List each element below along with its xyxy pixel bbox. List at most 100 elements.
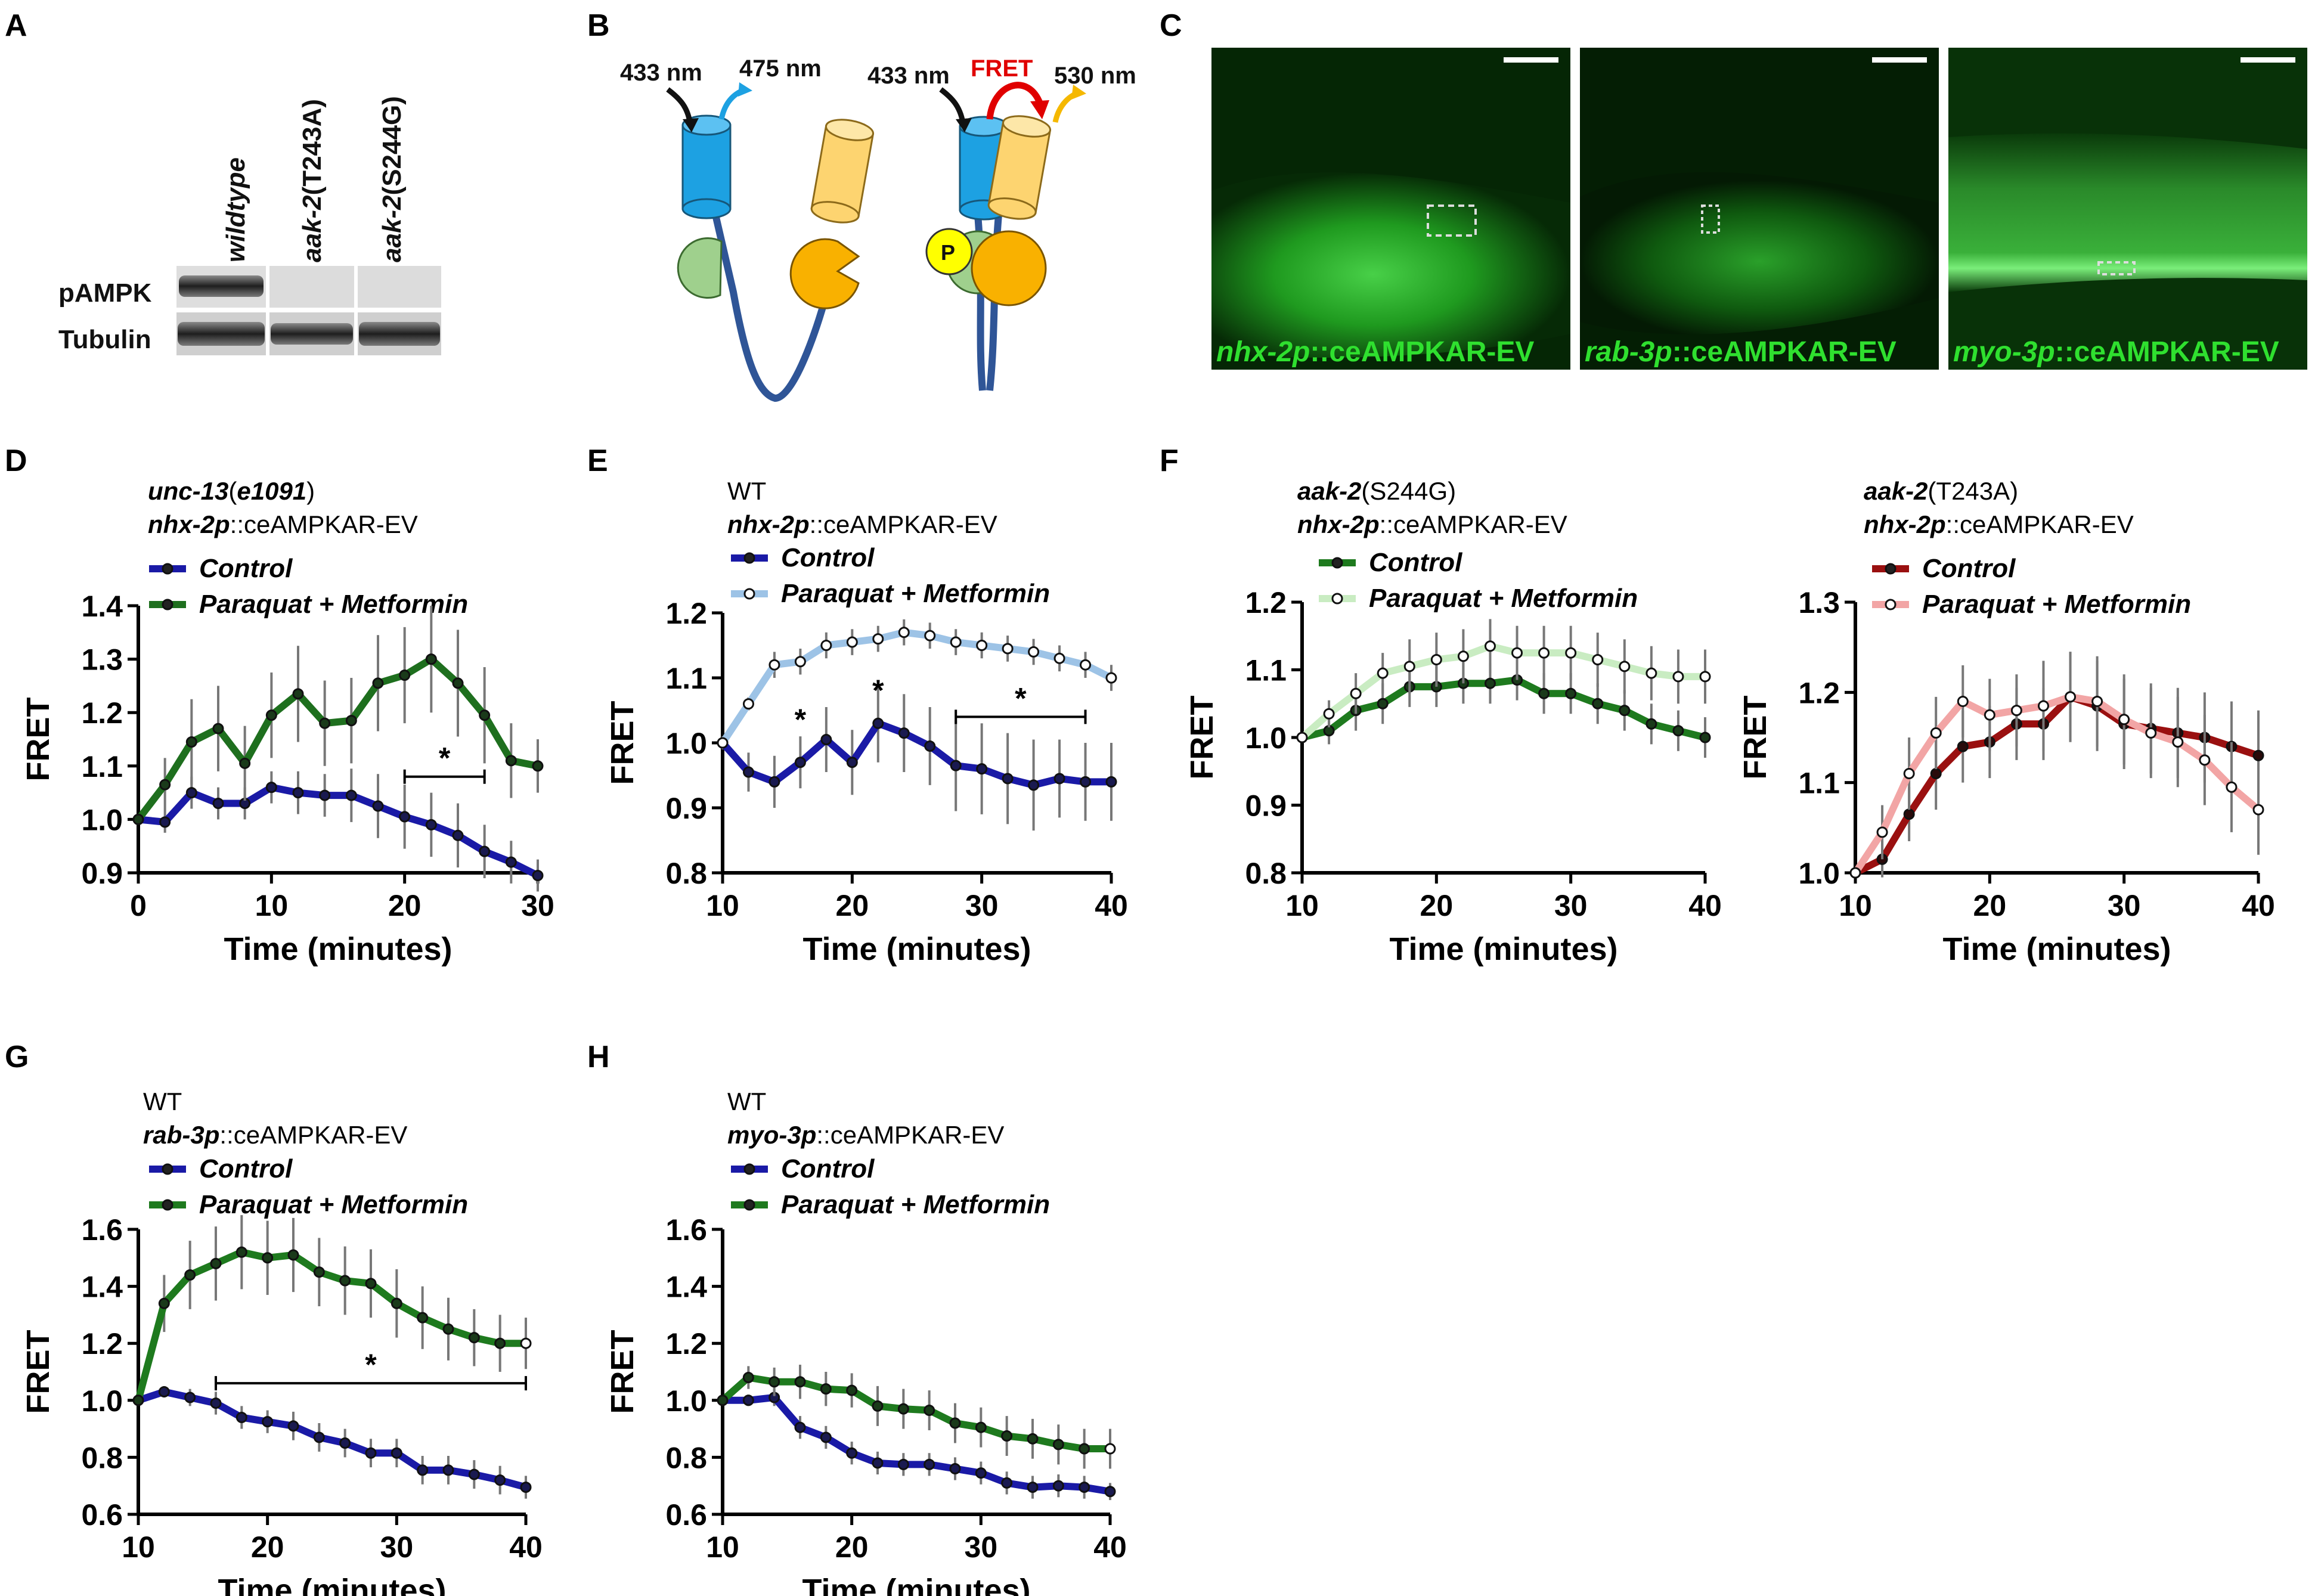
panel-letter-b: B <box>587 8 610 43</box>
header-gene: aak-2 <box>1864 477 1928 505</box>
chart-header-line: nhx-2p::ceAMPKAR-EV <box>727 510 997 538</box>
series-line <box>135 655 539 822</box>
data-point <box>976 763 988 775</box>
x-tick-label: 10 <box>706 889 739 922</box>
data-point <box>2010 705 2022 717</box>
data-point <box>1957 740 1969 752</box>
data-point <box>532 869 544 881</box>
x-tick-label: 10 <box>255 889 289 922</box>
arrowhead <box>738 82 752 97</box>
data-point <box>2145 727 2157 739</box>
y-axis-title: FRET <box>20 1330 56 1414</box>
data-point <box>2172 736 2184 748</box>
chart-header-line: unc-13(e1091) <box>148 477 315 505</box>
data-point <box>2252 804 2264 816</box>
data-point <box>1104 1443 1116 1455</box>
data-point <box>425 653 437 665</box>
svg-text:aak-2(S244G): aak-2(S244G) <box>377 96 407 262</box>
x-axis-title: Time (minutes) <box>224 931 452 967</box>
data-point <box>768 659 780 671</box>
legend-label: Control <box>199 554 293 583</box>
x-axis-title: Time (minutes) <box>802 1573 1030 1596</box>
panel-letter-g: G <box>5 1040 29 1074</box>
data-point <box>1672 725 1684 737</box>
legend-swatch-marker <box>1331 593 1343 605</box>
legend-swatch-marker <box>743 1163 755 1175</box>
data-point <box>265 782 277 794</box>
header-text: ::ceAMPKAR-EV <box>230 510 418 538</box>
data-point <box>1672 671 1684 683</box>
data-point <box>1565 647 1577 659</box>
x-tick-label: 10 <box>122 1530 155 1564</box>
y-tick-label: 1.1 <box>1798 767 1840 800</box>
data-point <box>313 1431 325 1443</box>
significance-star: * <box>365 1348 377 1381</box>
arrowhead <box>1071 85 1086 100</box>
fret-arrow <box>986 82 1044 120</box>
blot-band <box>271 323 353 345</box>
header-gene: unc-13 <box>148 477 228 505</box>
panel-a-blot: wildtype aak-2(T243A) aak-2(S244G) pAMPK… <box>58 96 441 355</box>
series-line <box>138 783 540 879</box>
legend-label: Control <box>199 1154 293 1183</box>
yfp-cylinder-left <box>810 119 875 224</box>
phospho-label: P <box>941 240 955 265</box>
blot-band <box>359 322 440 346</box>
svg-text:aak-2(T243A): aak-2(T243A) <box>298 99 327 262</box>
data-point <box>365 1447 377 1459</box>
series-line <box>137 1388 527 1491</box>
data-point <box>1699 671 1711 683</box>
blot-row-label-tubulin: Tubulin <box>58 325 151 354</box>
y-tick-label: 0.9 <box>1245 789 1287 823</box>
data-point <box>1052 1480 1064 1492</box>
chart-header-line: WT <box>143 1087 182 1115</box>
arrowhead <box>1030 100 1049 119</box>
y-tick-label: 1.1 <box>81 750 123 783</box>
data-point <box>479 709 491 721</box>
legend-swatch-marker <box>162 1163 173 1175</box>
series-line <box>1300 642 1705 740</box>
data-point <box>262 1416 274 1428</box>
data-point <box>159 779 171 791</box>
data-point <box>1027 1482 1039 1493</box>
data-point <box>184 1269 196 1281</box>
data-point <box>950 636 962 648</box>
svg-text:nhx-2p::ceAMPKAR-EV: nhx-2p::ceAMPKAR-EV <box>1216 336 1534 368</box>
header-gene: nhx-2p <box>1297 510 1380 538</box>
data-point <box>1984 709 1995 721</box>
data-point <box>1403 661 1415 673</box>
header-gene: rab-3p <box>143 1121 219 1149</box>
y-tick-label: 1.2 <box>81 696 123 730</box>
header-text: ::ceAMPKAR-EV <box>816 1121 1004 1149</box>
data-point <box>287 1249 299 1261</box>
x-tick-label: 30 <box>965 1530 998 1564</box>
sensor-linker-open <box>712 213 838 402</box>
micrograph-label-gene: nhx-2p <box>1216 336 1310 368</box>
data-point <box>158 1386 170 1397</box>
data-point <box>1001 1430 1013 1442</box>
legend-swatch-marker <box>743 552 755 564</box>
data-point <box>1430 653 1442 665</box>
data-point <box>1903 808 1915 820</box>
micrograph-label-suffix: ::ceAMPKAR-EV <box>1310 336 1534 368</box>
data-point <box>897 1458 909 1470</box>
significance-star: * <box>795 703 807 736</box>
data-point <box>532 760 544 772</box>
y-tick-label: 1.1 <box>665 662 707 695</box>
header-gene: nhx-2p <box>148 510 230 538</box>
header-text: ::ceAMPKAR-EV <box>1946 510 2134 538</box>
data-point <box>1484 640 1496 652</box>
data-point <box>872 1400 884 1412</box>
x-tick-label: 20 <box>388 889 422 922</box>
x-tick-label: 40 <box>509 1530 543 1564</box>
y-tick-label: 0.9 <box>81 857 123 890</box>
blot-band <box>178 322 265 346</box>
blot-lane-label-s244g: aak-2(S244G) <box>377 96 407 262</box>
data-point <box>184 1392 196 1403</box>
data-point <box>132 813 144 825</box>
data-point <box>2118 714 2130 726</box>
legend-label: Paraquat + Metformin <box>199 1190 468 1219</box>
x-tick-label: 40 <box>2242 889 2275 922</box>
y-tick-label: 1.0 <box>1245 721 1287 755</box>
